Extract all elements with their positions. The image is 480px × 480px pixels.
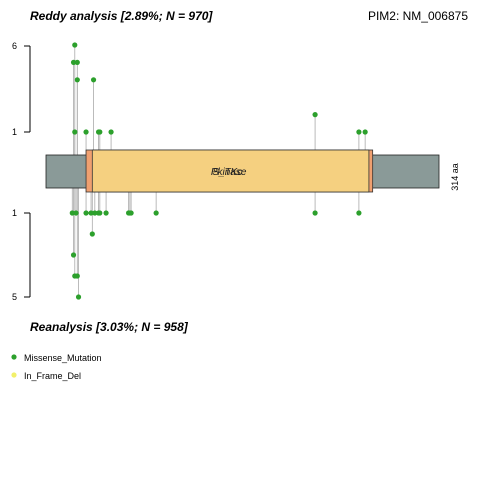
top-mutation-point: [72, 129, 78, 135]
legend-label: In_Frame_Del: [24, 371, 81, 381]
bottom-axis-tick-label: 1: [12, 208, 17, 218]
bottom-mutation-point: [69, 210, 75, 216]
top-axis-tick-label: 6: [12, 41, 17, 51]
bottom-mutation-point: [73, 210, 79, 216]
top-mutation-point: [97, 129, 103, 135]
domain-pkinase: [91, 149, 370, 193]
top-mutation-point: [74, 77, 80, 83]
legend: Missense_Mutation In_Frame_Del: [11, 353, 102, 381]
top-mutation-point: [83, 129, 89, 135]
top-mutation-point: [108, 129, 114, 135]
bottom-mutation-point: [83, 210, 89, 216]
legend-marker: [11, 354, 17, 360]
gene-label: PIM2: NM_006875: [368, 9, 468, 23]
bottom-mutation-point: [153, 210, 159, 216]
top-mutation-point: [90, 77, 97, 83]
top-mutation-point: [70, 59, 77, 65]
top-mutation-point: [74, 59, 80, 65]
top-mutation-point: [356, 129, 362, 135]
bottom-axis-tick-label: 5: [12, 292, 17, 302]
axes: 6 1 1 5: [12, 41, 31, 302]
bottom-mutation-point: [89, 231, 95, 237]
bottom-mutation-point: [356, 210, 362, 216]
bottom-mutation-point: [70, 252, 77, 258]
bottom-mutation-point: [74, 273, 80, 279]
bottom-mutation-point: [312, 210, 318, 216]
top-axis-tick-label: 1: [12, 127, 17, 137]
bottom-title: Reanalysis [3.03%; N = 958]: [30, 320, 189, 334]
top-title: Reddy analysis [2.89%; N = 970]: [30, 9, 213, 23]
top-mutation-point: [72, 42, 78, 48]
lollipop-heads: [69, 42, 368, 300]
top-mutation-point: [312, 112, 318, 118]
bottom-mutation-point: [128, 210, 134, 216]
domain-label: Pkinase: [211, 167, 247, 178]
bottom-mutation-point: [75, 294, 82, 300]
bottom-mutation-point: [103, 210, 109, 216]
legend-label: Missense_Mutation: [24, 353, 102, 363]
bottom-mutation-point: [92, 210, 98, 216]
top-mutation-point: [362, 129, 368, 135]
bottom-mutation-point: [88, 210, 94, 216]
bottom-mutation-point: [97, 210, 103, 216]
protein-length-label: 314 aa: [450, 163, 460, 191]
domain-label: S_TKc: [212, 167, 242, 178]
legend-marker: [11, 372, 17, 378]
